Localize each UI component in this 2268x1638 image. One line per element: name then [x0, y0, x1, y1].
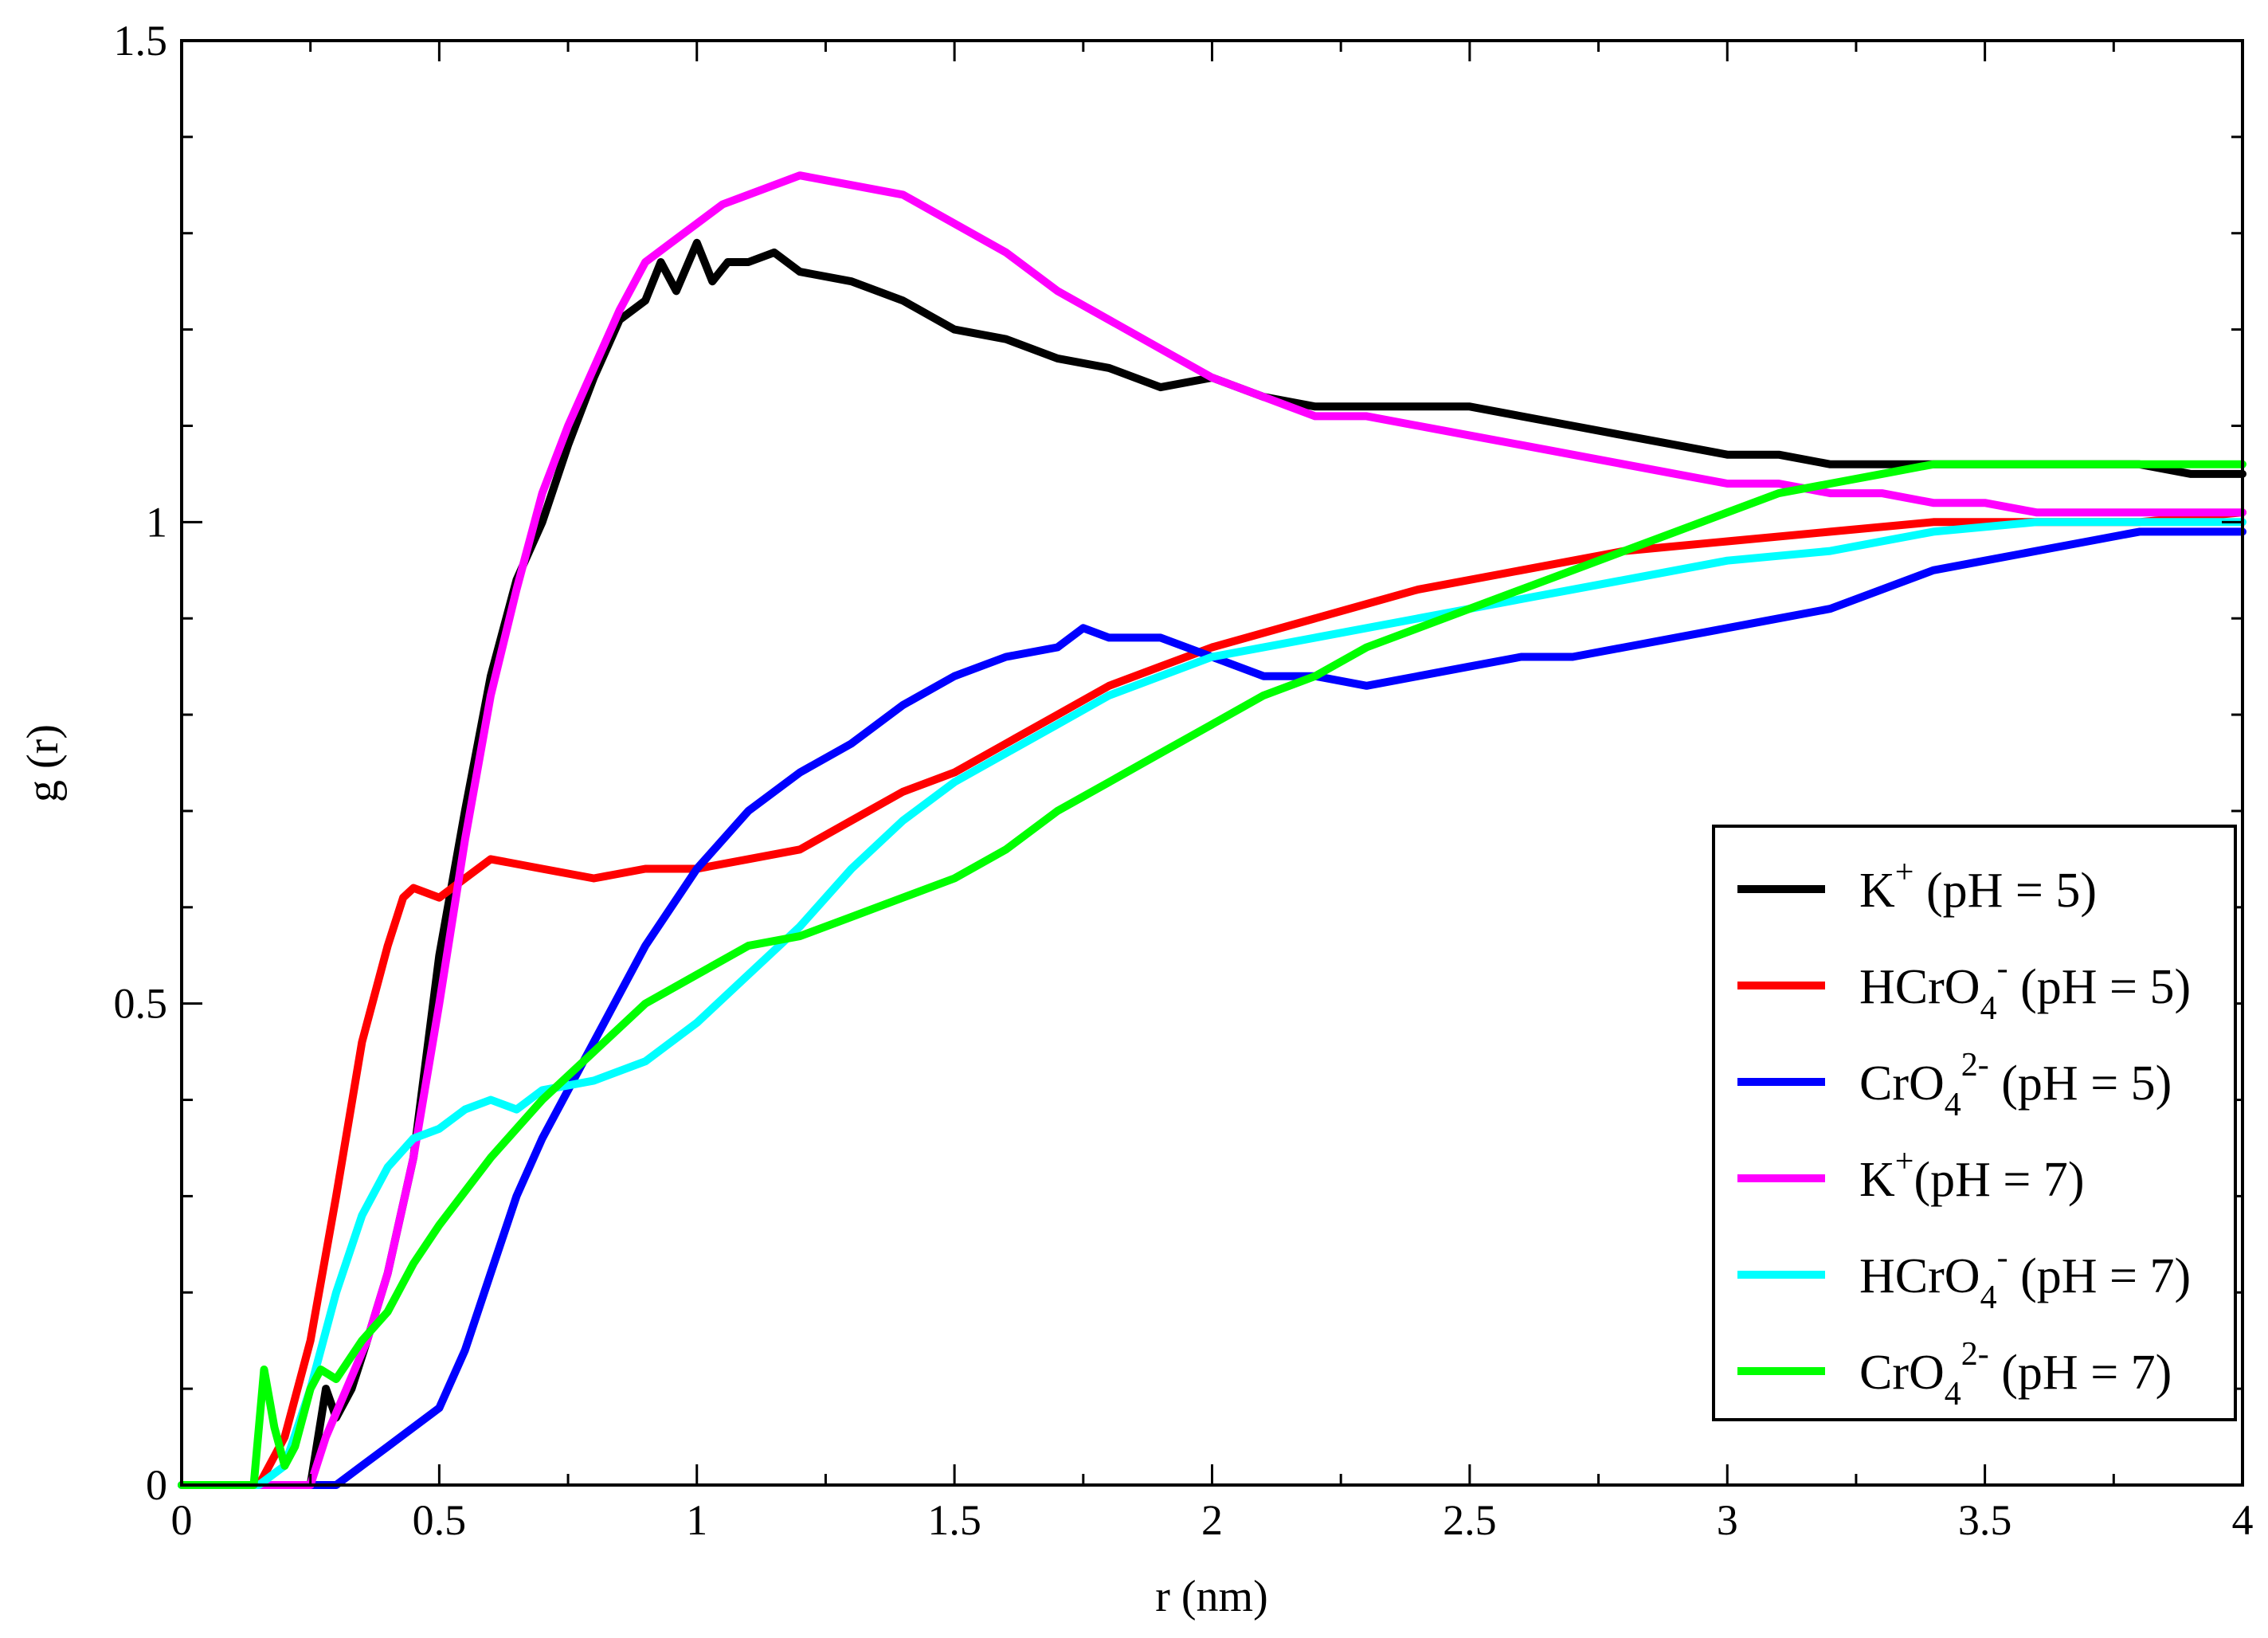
ticks-layer: 0 0.5 1 1.5 2 2.5 3 3.5 4 0 0.5 1 1.5 [114, 17, 2254, 1544]
y-tick-label: 0.5 [114, 980, 168, 1028]
legend-box [1712, 825, 2237, 1421]
legend-entry-4: K+(pH = 7) [1737, 1143, 2085, 1207]
y-axis-title: g (r) [18, 724, 68, 802]
legend-entry-5: HCrO4- (pH = 7) [1737, 1240, 2191, 1316]
x-tick-label: 1.5 [927, 1496, 981, 1544]
y-tick-label: 1 [146, 498, 167, 546]
series-line-1 [178, 238, 2246, 1489]
legend-label: K+(pH = 7) [1859, 1143, 2085, 1207]
legend-entry-3: CrO42- (pH = 5) [1737, 1047, 2172, 1123]
legend-entry-2: HCrO4- (pH = 5) [1737, 950, 2191, 1027]
legend-label: CrO42- (pH = 7) [1859, 1336, 2172, 1413]
legend-entry-1: K+ (pH = 5) [1737, 854, 2097, 918]
series-layer [178, 171, 2246, 1489]
y-tick-label: 0 [146, 1461, 167, 1509]
x-tick-label: 0.5 [413, 1496, 467, 1544]
x-axis-title: r (nm) [1155, 1572, 1268, 1621]
legend-entries: K+ (pH = 5) HCrO4- (pH = 5) CrO42- (pH = 5… [1737, 854, 2191, 1413]
legend-entry-6: CrO42- (pH = 7) [1737, 1336, 2172, 1413]
x-tick-label: 4 [2232, 1496, 2254, 1544]
x-tick-label: 3.5 [1958, 1496, 2012, 1544]
x-tick-label: 1 [686, 1496, 707, 1544]
x-tick-label: 2 [1201, 1496, 1223, 1544]
series-line-4 [178, 171, 2246, 1489]
legend: K+ (pH = 5) HCrO4- (pH = 5) CrO42- (pH = 5… [1712, 825, 2237, 1421]
x-tick-label: 0 [171, 1496, 193, 1544]
legend-label: HCrO4- (pH = 5) [1859, 950, 2191, 1027]
y-tick-label: 1.5 [114, 17, 168, 65]
series-line-6 [178, 460, 2246, 1489]
legend-label: HCrO4- (pH = 7) [1859, 1240, 2191, 1316]
series-line-2 [178, 508, 2246, 1489]
x-tick-label: 2.5 [1443, 1496, 1497, 1544]
legend-label: K+ (pH = 5) [1859, 854, 2097, 918]
series-line-5 [178, 518, 2246, 1489]
legend-label: CrO42- (pH = 5) [1859, 1047, 2172, 1123]
x-tick-label: 3 [1717, 1496, 1738, 1544]
series-line-3 [178, 527, 2246, 1489]
